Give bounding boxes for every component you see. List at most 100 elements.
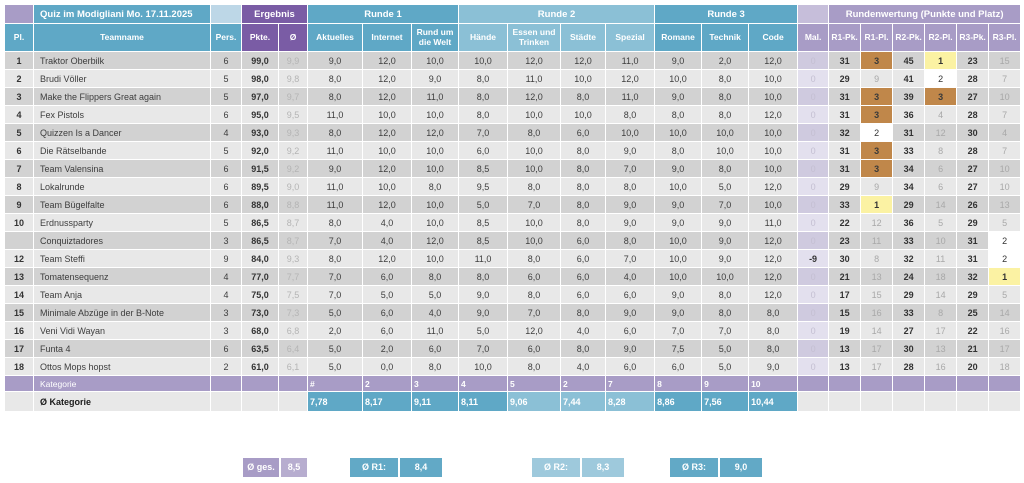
cell-schnitt: 9,3 [279, 124, 307, 141]
col-header-5: Aktuelles [308, 24, 362, 51]
cell-malus: 0 [798, 304, 829, 321]
cell-platz: 17 [5, 340, 33, 357]
quiz-title: Quiz im Modigliani Mo. 17.11.2025 [34, 5, 210, 23]
corner-cell [5, 5, 33, 23]
cell-platz: 6 [5, 142, 33, 159]
cell-platz: 5 [5, 124, 33, 141]
cell-kategorie-6: 4,0 [561, 358, 606, 375]
cell-kategorie-7: 9,0 [606, 340, 655, 357]
cell-kategorie-6: 8,0 [561, 88, 606, 105]
cell-kategorie-3: 6,0 [412, 340, 459, 357]
cell-kategorie-3: 12,0 [412, 124, 459, 141]
cell-runde3-punkte: 32 [957, 268, 989, 285]
cell-runde3-platz: 14 [989, 304, 1021, 321]
cell-runde1-punkte: 23 [829, 232, 861, 249]
cell-runde2-platz: 4 [925, 106, 957, 123]
cell-personen: 4 [211, 268, 241, 285]
cell-kategorie-3: 5,0 [412, 286, 459, 303]
cell-runde2-punkte: 33 [893, 142, 925, 159]
cell-runde3-punkte: 27 [957, 178, 989, 195]
cell-kategorie-2: 0,0 [363, 358, 411, 375]
cell-runde1-platz: 17 [861, 358, 893, 375]
cell-punkte: 63,5 [242, 340, 278, 357]
cell-kategorie-3: 9,0 [412, 70, 459, 87]
cell-teamname: Fex Pistols [34, 106, 210, 123]
kategorie-num-5: 5 [508, 376, 561, 391]
col-header-14: Code [749, 24, 798, 51]
cell-kategorie-10: 10,0 [749, 70, 798, 87]
col-header-2: Pers. [211, 24, 241, 51]
cell-runde1-punkte: 29 [829, 70, 861, 87]
cell-runde1-punkte: 19 [829, 322, 861, 339]
cell-kategorie-7: 7,0 [606, 250, 655, 267]
cell-kategorie-9: 9,0 [702, 250, 749, 267]
cell-runde2-platz: 12 [925, 124, 957, 141]
summary-avg-total-label: Ø ges. [243, 458, 279, 477]
kategorie-num-2: 2 [363, 376, 411, 391]
cell-kategorie-5: 10,0 [508, 160, 561, 177]
cell-kategorie-4: 11,0 [459, 250, 508, 267]
cell-runde3-punkte: 29 [957, 286, 989, 303]
cell-schnitt: 7,5 [279, 286, 307, 303]
cell-kategorie-6: 6,0 [561, 124, 606, 141]
cell-malus: 0 [798, 232, 829, 249]
team-row: 2 Brudi Völler 5 98,0 9,8 8,0 12,0 9,0 8,0 11,0 10… [5, 70, 1021, 87]
cell-kategorie-6: 6,0 [561, 232, 606, 249]
cell-runde2-punkte: 39 [893, 88, 925, 105]
cell-malus: 0 [798, 70, 829, 87]
kat-blank [279, 376, 307, 391]
cell-teamname: Team Valensina [34, 160, 210, 177]
cell-runde3-punkte: 28 [957, 142, 989, 159]
cell-kategorie-1: 5,0 [308, 358, 362, 375]
col-header-0: Pl. [5, 24, 33, 51]
cell-runde1-platz: 13 [861, 268, 893, 285]
cell-runde1-punkte: 30 [829, 250, 861, 267]
cell-runde2-platz: 2 [925, 70, 957, 87]
cell-kategorie-5: 6,0 [508, 340, 561, 357]
team-row: 9 Team Bügelfalte 6 88,0 8,8 11,0 12,0 10,0 5,0 7… [5, 196, 1021, 213]
cell-kategorie-8: 7,0 [655, 322, 702, 339]
cell-kategorie-9: 5,0 [702, 340, 749, 357]
cell-runde2-punkte: 34 [893, 160, 925, 177]
cell-personen: 5 [211, 88, 241, 105]
cell-runde3-punkte: 31 [957, 232, 989, 249]
cell-schnitt: 6,1 [279, 358, 307, 375]
cell-runde2-punkte: 36 [893, 214, 925, 231]
cell-runde3-punkte: 27 [957, 88, 989, 105]
cell-kategorie-8: 10,0 [655, 268, 702, 285]
cell-personen: 5 [211, 70, 241, 87]
cell-kategorie-8: 9,0 [655, 52, 702, 69]
cell-kategorie-5: 12,0 [508, 52, 561, 69]
col-header-11: Spezial [606, 24, 655, 51]
kat-blank [925, 376, 957, 391]
cell-schnitt: 9,0 [279, 178, 307, 195]
cell-kategorie-6: 6,0 [561, 286, 606, 303]
cell-malus: 0 [798, 52, 829, 69]
col-header-6: Internet [363, 24, 411, 51]
cell-kategorie-4: 5,0 [459, 322, 508, 339]
cell-runde2-punkte: 28 [893, 358, 925, 375]
team-row: 13 Tomatensequenz 4 77,0 7,7 7,0 6,0 8,0 8,0 6,0 6… [5, 268, 1021, 285]
avg-kategorie-1: 7,78 [308, 392, 362, 411]
cell-platz: 14 [5, 286, 33, 303]
cell-runde1-punkte: 32 [829, 124, 861, 141]
cell-kategorie-2: 10,0 [363, 142, 411, 159]
cell-runde1-platz: 3 [861, 142, 893, 159]
cell-kategorie-4: 8,0 [459, 70, 508, 87]
cell-runde3-platz: 1 [989, 268, 1021, 285]
cell-kategorie-1: 9,0 [308, 160, 362, 177]
team-row: 14 Team Anja 4 75,0 7,5 7,0 5,0 5,0 9,0 8,0 6,0 6,0… [5, 286, 1021, 303]
kategorie-num-1: # [308, 376, 362, 391]
cell-kategorie-2: 12,0 [363, 70, 411, 87]
cell-runde1-punkte: 33 [829, 196, 861, 213]
cell-kategorie-1: 8,0 [308, 250, 362, 267]
cell-kategorie-2: 4,0 [363, 232, 411, 249]
cell-kategorie-4: 7,0 [459, 340, 508, 357]
cell-runde2-platz: 18 [925, 268, 957, 285]
avg-kategorie-8: 8,86 [655, 392, 702, 411]
cell-runde2-punkte: 41 [893, 70, 925, 87]
cell-kategorie-4: 9,0 [459, 286, 508, 303]
cell-kategorie-8: 10,0 [655, 70, 702, 87]
kat-blank [829, 376, 861, 391]
cell-kategorie-3: 8,0 [412, 178, 459, 195]
